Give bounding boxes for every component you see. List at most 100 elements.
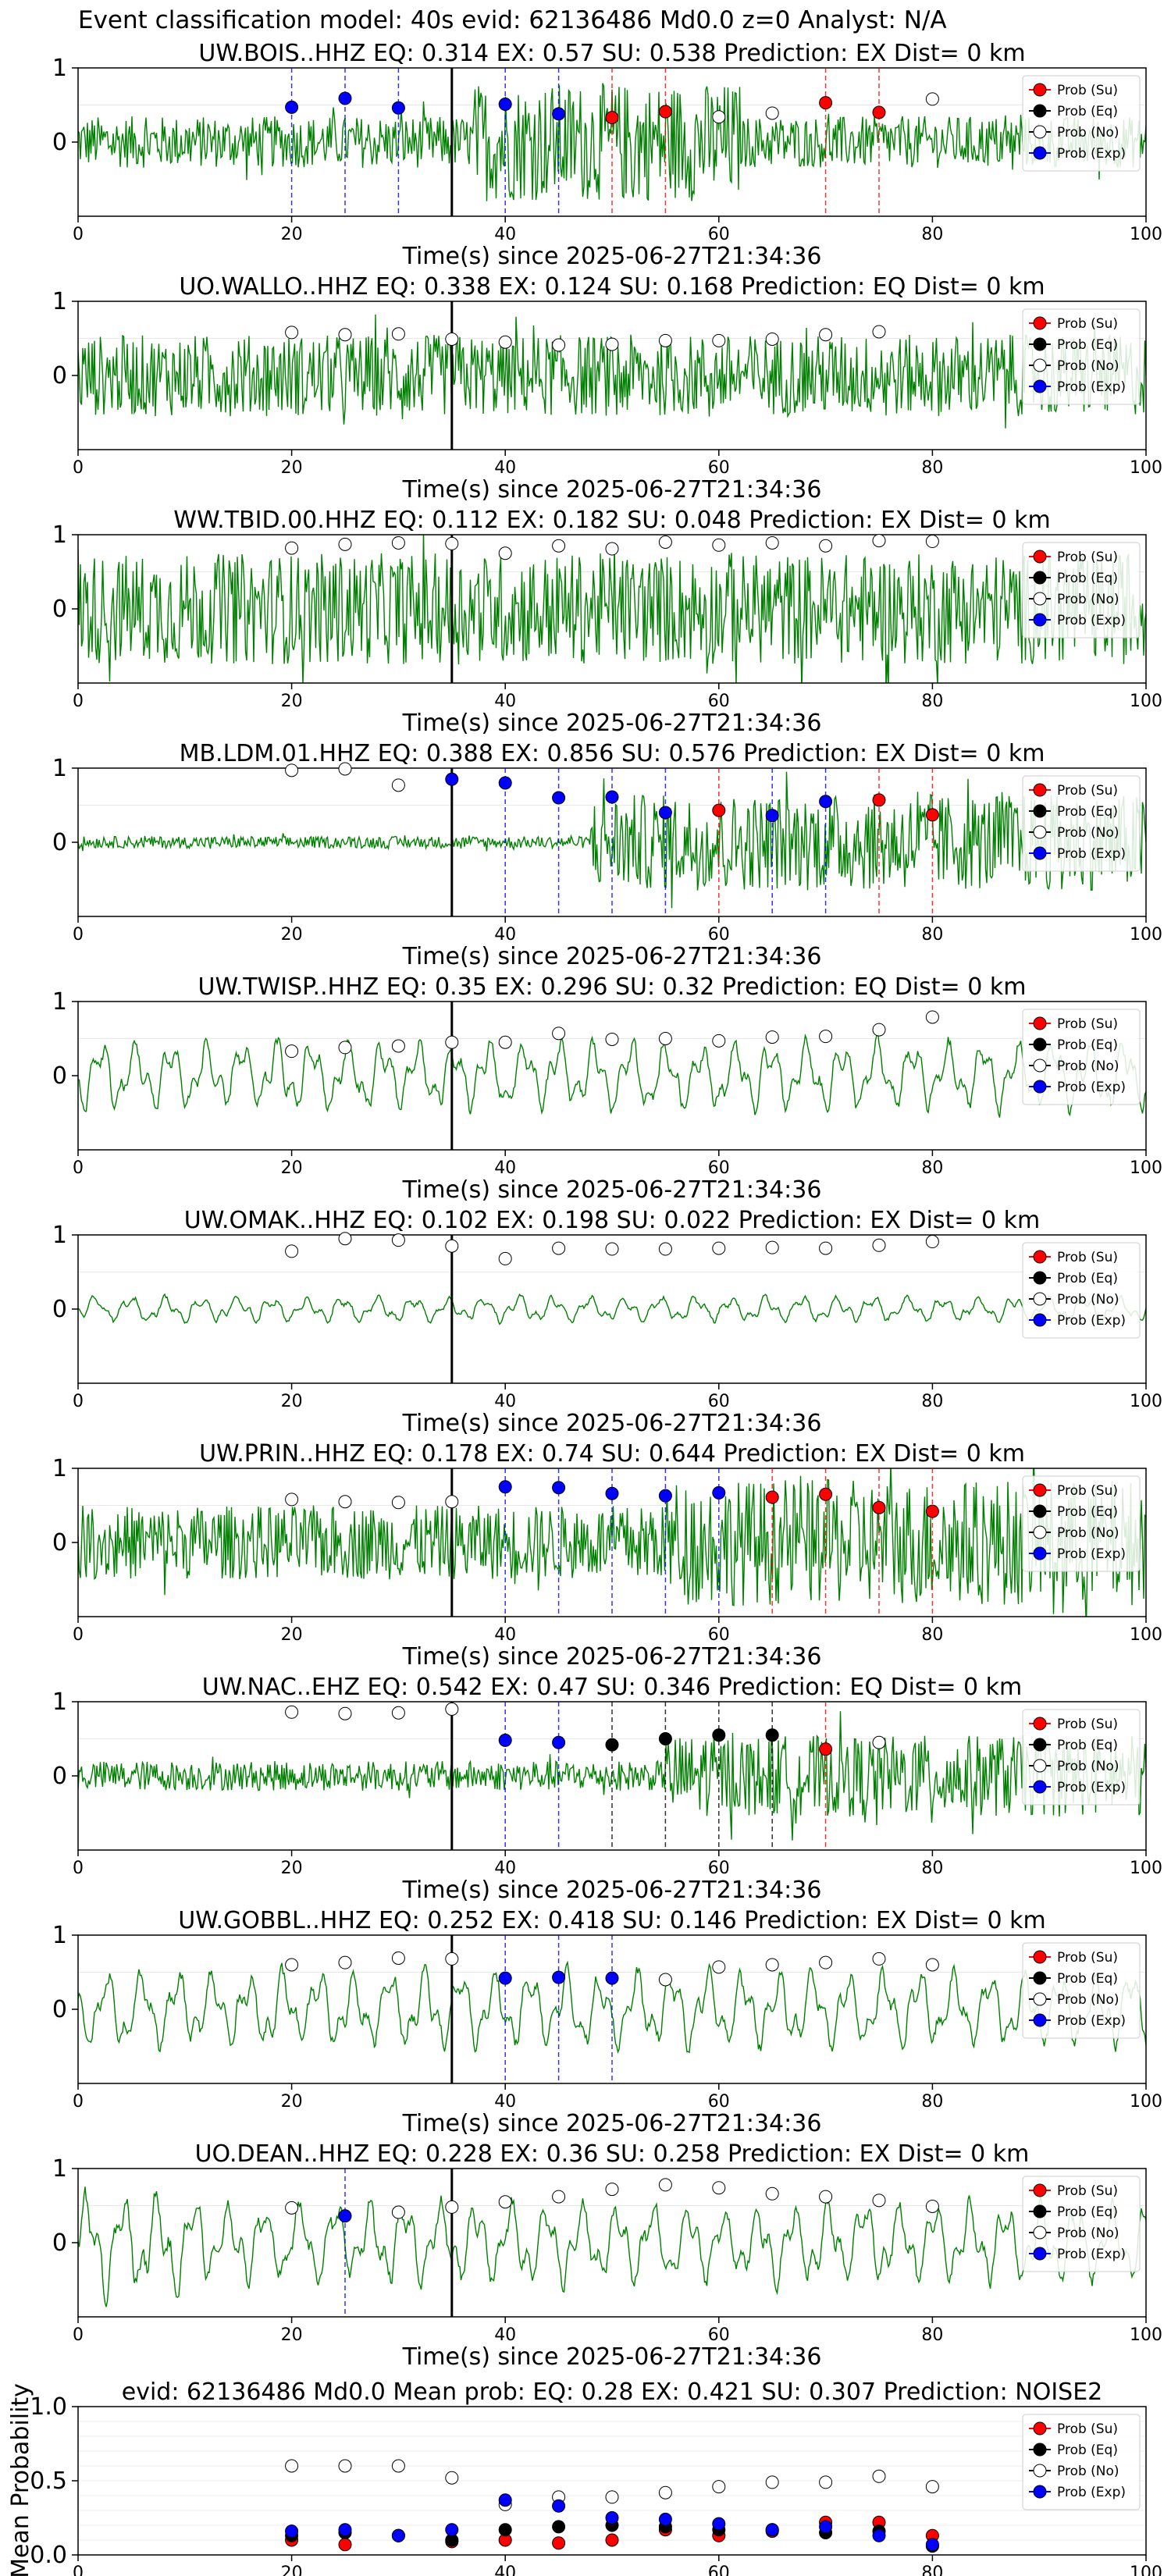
- legend-label: Prob (No): [1057, 592, 1119, 607]
- legend-box: [1022, 2176, 1141, 2272]
- prob-marker-no: [445, 1495, 459, 1509]
- prob-marker-exp: [552, 1735, 566, 1749]
- mean-marker-exp: [605, 2511, 619, 2524]
- prob-marker-no: [552, 1026, 566, 1041]
- prob-marker-exp: [498, 1733, 512, 1747]
- prob-marker-no: [391, 327, 405, 341]
- legend-label: Prob (Su): [1057, 1483, 1118, 1499]
- legend-label: Prob (Eq): [1057, 337, 1118, 353]
- x-tick-label: 60: [708, 225, 730, 244]
- waveform-trace: [78, 1293, 1146, 1325]
- prob-marker-no: [872, 2194, 886, 2208]
- legend-marker: [1033, 1971, 1047, 1985]
- legend-marker: [1033, 125, 1047, 139]
- prob-marker-no: [765, 1240, 779, 1254]
- x-tick-label: 20: [281, 1859, 303, 1878]
- y-tick-label: 1: [52, 1455, 67, 1482]
- prob-marker-exp: [658, 806, 672, 820]
- x-tick-label: 80: [921, 925, 943, 945]
- prob-marker-exp: [391, 101, 405, 115]
- legend-marker: [1033, 846, 1047, 860]
- prob-marker-eq: [712, 1728, 726, 1742]
- x-tick-label: 20: [281, 458, 303, 478]
- legend-marker: [1033, 316, 1047, 330]
- prob-marker-no: [765, 1958, 779, 1972]
- legend-marker: [1033, 1080, 1047, 1094]
- mean-marker-su: [552, 2536, 566, 2550]
- legend-marker: [1033, 1992, 1047, 2006]
- waveform-trace: [78, 1468, 1146, 1617]
- legend-label: Prob (Su): [1057, 1717, 1118, 1732]
- prob-marker-no: [765, 1030, 779, 1044]
- prob-marker-no: [285, 326, 299, 340]
- prob-marker-su: [819, 96, 833, 110]
- x-tick-label: 100: [1130, 1859, 1162, 1878]
- y-tick-label: 0: [52, 1062, 67, 1090]
- y-tick-label: 1.0: [30, 2393, 67, 2421]
- prob-marker-no: [925, 2199, 939, 2213]
- prob-marker-su: [872, 793, 886, 807]
- prob-marker-exp: [605, 790, 619, 804]
- prob-marker-su: [765, 1490, 779, 1504]
- prob-marker-no: [658, 1973, 672, 1987]
- x-tick-label: 80: [921, 2325, 943, 2345]
- legend-marker: [1033, 2443, 1047, 2457]
- x-tick-label: 100: [1130, 1392, 1162, 1411]
- legend-marker: [1033, 1717, 1047, 1731]
- x-tick-label: 40: [494, 225, 516, 244]
- prob-marker-no: [338, 537, 352, 551]
- legend-box: [1022, 775, 1141, 872]
- prob-marker-no: [285, 2201, 299, 2215]
- mean-marker-no: [819, 2475, 833, 2489]
- x-tick-label: 100: [1130, 1625, 1162, 1645]
- prob-marker-no: [552, 338, 566, 352]
- prob-marker-exp: [338, 2209, 352, 2223]
- prob-marker-no: [338, 1041, 352, 1055]
- x-tick-label: 20: [281, 692, 303, 711]
- legend-marker: [1033, 379, 1047, 393]
- prob-marker-no: [658, 1032, 672, 1045]
- prob-marker-no: [819, 328, 833, 342]
- legend-label: Prob (Eq): [1057, 571, 1118, 586]
- y-tick-label: 1: [52, 2155, 67, 2183]
- prob-marker-no: [285, 1493, 299, 1507]
- x-tick-label: 20: [281, 1158, 303, 1178]
- prob-marker-no: [391, 1496, 405, 1510]
- prob-marker-exp: [498, 776, 512, 790]
- station-panel-2: UO.WALLO..HHZ EQ: 0.338 EX: 0.124 SU: 0.…: [52, 273, 1162, 503]
- legend-marker: [1033, 104, 1047, 118]
- y-tick-label: 1: [52, 288, 67, 315]
- legend-marker: [1033, 613, 1047, 627]
- prob-marker-no: [765, 332, 779, 346]
- station-panel-7: UW.PRIN..HHZ EQ: 0.178 EX: 0.74 SU: 0.64…: [52, 1440, 1162, 1670]
- legend-marker: [1033, 804, 1047, 818]
- legend-marker: [1033, 571, 1047, 585]
- legend-label: Prob (Exp): [1057, 379, 1126, 395]
- prob-marker-no: [819, 539, 833, 553]
- legend-label: Prob (Eq): [1057, 104, 1118, 119]
- prob-marker-no: [391, 535, 405, 550]
- x-tick-label: 40: [494, 1392, 516, 1411]
- prob-marker-no: [391, 1951, 405, 1965]
- prob-marker-no: [712, 110, 726, 124]
- prob-marker-no: [605, 542, 619, 556]
- prob-marker-no: [285, 1244, 299, 1258]
- mean-marker-exp: [658, 2512, 672, 2526]
- x-tick-label: 40: [494, 2564, 516, 2576]
- legend-marker: [1033, 1250, 1047, 1264]
- prob-marker-exp: [338, 91, 352, 105]
- prob-marker-no: [391, 1233, 405, 1247]
- prob-marker-no: [605, 1242, 619, 1256]
- panel-title: UO.WALLO..HHZ EQ: 0.338 EX: 0.124 SU: 0.…: [179, 273, 1045, 301]
- axes-frame: [77, 1234, 1147, 1384]
- x-tick-label: 100: [1130, 2092, 1162, 2112]
- legend-box: [1022, 1709, 1141, 1806]
- prob-marker-no: [552, 539, 566, 553]
- prob-marker-no: [872, 1952, 886, 1966]
- legend-marker: [1033, 1037, 1047, 1051]
- x-axis-label: Time(s) since 2025-06-27T21:34:36: [402, 243, 822, 270]
- x-tick-label: 60: [708, 2325, 730, 2345]
- legend-box: [1022, 542, 1141, 639]
- station-panel-8: UW.NAC..EHZ EQ: 0.542 EX: 0.47 SU: 0.346…: [52, 1674, 1162, 1904]
- legend-marker: [1033, 1292, 1047, 1306]
